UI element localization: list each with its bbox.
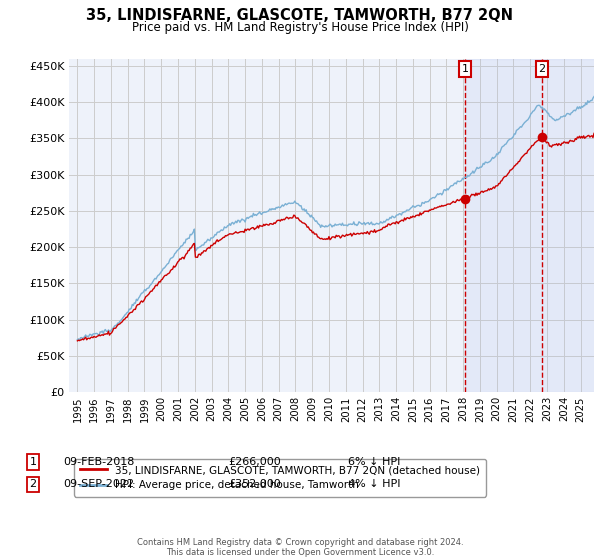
Text: Contains HM Land Registry data © Crown copyright and database right 2024.
This d: Contains HM Land Registry data © Crown c… xyxy=(137,538,463,557)
Text: 2: 2 xyxy=(29,479,37,489)
Text: 6% ↓ HPI: 6% ↓ HPI xyxy=(348,457,400,467)
Text: £266,000: £266,000 xyxy=(228,457,281,467)
Bar xyxy=(465,59,600,392)
Text: 09-FEB-2018: 09-FEB-2018 xyxy=(63,457,134,467)
Text: 1: 1 xyxy=(29,457,37,467)
Text: £352,000: £352,000 xyxy=(228,479,281,489)
Text: 1: 1 xyxy=(461,64,469,74)
Text: 09-SEP-2022: 09-SEP-2022 xyxy=(63,479,134,489)
Text: 4% ↓ HPI: 4% ↓ HPI xyxy=(348,479,401,489)
Text: 2: 2 xyxy=(538,64,545,74)
Text: 35, LINDISFARNE, GLASCOTE, TAMWORTH, B77 2QN: 35, LINDISFARNE, GLASCOTE, TAMWORTH, B77… xyxy=(86,8,514,24)
Text: Price paid vs. HM Land Registry's House Price Index (HPI): Price paid vs. HM Land Registry's House … xyxy=(131,21,469,34)
Legend: 35, LINDISFARNE, GLASCOTE, TAMWORTH, B77 2QN (detached house), HPI: Average pric: 35, LINDISFARNE, GLASCOTE, TAMWORTH, B77… xyxy=(74,459,486,497)
